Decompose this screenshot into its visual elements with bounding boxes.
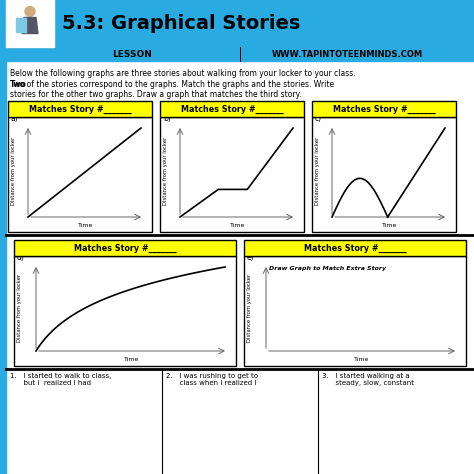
Bar (6, 47, 474, 61)
Text: 3.   I started walking at a
      steady, slow, constant: 3. I started walking at a steady, slow, … (322, 373, 414, 386)
Text: Time: Time (124, 357, 140, 362)
Bar (6, 0, 474, 47)
Text: e): e) (247, 253, 255, 262)
Text: LESSON: LESSON (112, 49, 152, 58)
Bar (14, 256, 236, 366)
Bar (244, 256, 466, 366)
Text: Distance from your locker: Distance from your locker (247, 273, 253, 342)
Text: Distance from your locker: Distance from your locker (316, 137, 320, 205)
Text: WWW.TAPINTOTEENMINDS.COM: WWW.TAPINTOTEENMINDS.COM (272, 49, 423, 58)
Text: Matches Story #_______: Matches Story #_______ (73, 244, 176, 253)
Text: Time: Time (78, 223, 94, 228)
Bar (0, 0, 6, 474)
Polygon shape (22, 18, 38, 34)
Bar (16, 18, 26, 31)
Text: Two of the stories correspond to the graphs. Match the graphs and the stories. W: Two of the stories correspond to the gra… (10, 80, 334, 100)
Text: Draw Graph to Match Extra Story: Draw Graph to Match Extra Story (269, 266, 386, 271)
Text: Matches Story #_______: Matches Story #_______ (304, 244, 406, 253)
Text: 2.   I was rushing to get to
      class when I realized I: 2. I was rushing to get to class when I … (166, 373, 258, 386)
Ellipse shape (25, 7, 35, 17)
Bar (244, 240, 466, 256)
Text: b): b) (163, 114, 171, 123)
Text: Below the following graphs are three stories about walking from your locker to y: Below the following graphs are three sto… (10, 69, 356, 78)
Bar (160, 117, 304, 232)
Text: Distance from your locker: Distance from your locker (11, 137, 17, 205)
Text: Time: Time (230, 223, 246, 228)
Text: Distance from your locker: Distance from your locker (18, 273, 22, 342)
Text: Two: Two (10, 80, 27, 89)
Text: a): a) (11, 114, 19, 123)
Bar (312, 101, 456, 117)
Text: 5.3: Graphical Stories: 5.3: Graphical Stories (62, 14, 301, 33)
Bar (8, 117, 152, 232)
Text: c): c) (315, 114, 322, 123)
Bar (8, 101, 152, 117)
Text: Time: Time (383, 223, 398, 228)
Text: Matches Story #_______: Matches Story #_______ (29, 104, 131, 114)
Text: Matches Story #_______: Matches Story #_______ (181, 104, 283, 114)
Bar (6, 0, 54, 47)
Text: Distance from your locker: Distance from your locker (164, 137, 168, 205)
Text: Matches Story #_______: Matches Story #_______ (333, 104, 435, 114)
Bar (14, 240, 236, 256)
Text: Time: Time (354, 357, 370, 362)
Bar (160, 101, 304, 117)
Text: 1.   I started to walk to class,
      but I  realized I had: 1. I started to walk to class, but I rea… (10, 373, 111, 386)
Text: d): d) (17, 253, 25, 262)
Bar (312, 117, 456, 232)
